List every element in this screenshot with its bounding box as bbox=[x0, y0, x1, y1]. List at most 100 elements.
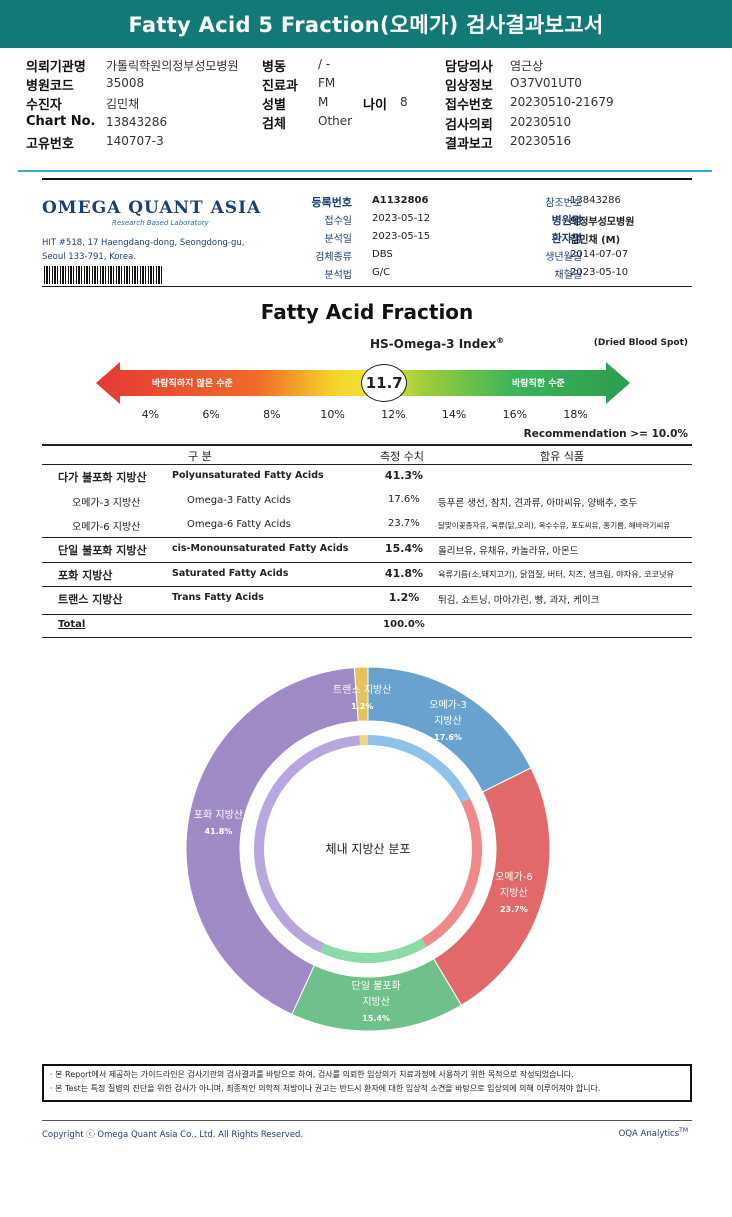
info-value-left-3: DBS bbox=[372, 249, 393, 260]
table-row-kr: 오메가-6 지방산 bbox=[72, 522, 141, 533]
outer-slice bbox=[353, 666, 369, 722]
scale-tick-label: 18% bbox=[563, 408, 588, 421]
label-test-request: 검사의뢰 bbox=[445, 118, 493, 133]
slice-label: 지방산 bbox=[500, 887, 528, 899]
slice-label: 오메가-3 bbox=[429, 699, 467, 711]
index-value-marker: 11.7 bbox=[361, 364, 408, 402]
slice-label: 포화 지방산 bbox=[194, 809, 243, 821]
fatty-acid-distribution-chart: 오메가-3 지방산 17.6% 오메가-6 지방산 23.7% 단일 불포화 지방산 15.4%… bbox=[178, 664, 558, 1034]
value-hospital-code: 35008 bbox=[106, 76, 145, 90]
label-department: 진료과 bbox=[262, 79, 298, 94]
table-row-food: 등푸른 생선, 참치, 견과류, 아마씨유, 양배추, 호두 bbox=[438, 498, 638, 509]
footer-rule bbox=[42, 1120, 692, 1121]
header-food: 함유 식품 bbox=[540, 450, 584, 463]
address-line1: HIT #518, 17 Haengdang-dong, Seongdong-g… bbox=[42, 238, 245, 248]
label-age: 나이 bbox=[363, 98, 387, 113]
table-row-en: Trans Fatty Acids bbox=[172, 592, 264, 603]
index-scale: 바람직하지 않은 수준 바람직한 수준 11.7 bbox=[96, 362, 630, 404]
info-label-right-4: 채혈일 bbox=[554, 270, 582, 281]
label-doctor: 담당의사 bbox=[445, 60, 493, 75]
lab-logo: OMEGA QUANT ASIA bbox=[42, 198, 262, 218]
info-value-right-1: 의정부성모병원 bbox=[570, 217, 635, 228]
table-row-en: Polyunsaturated Fatty Acids bbox=[172, 470, 324, 481]
scale-tick-label: 12% bbox=[381, 408, 406, 421]
label-unique-id: 고유번호 bbox=[26, 137, 74, 152]
table-row-kr: 다가 불포화 지방산 bbox=[58, 471, 147, 484]
label-requesting-org: 의뢰기관명 bbox=[26, 60, 86, 75]
recommendation: Recommendation >= 10.0% bbox=[523, 428, 688, 440]
value-receipt-no: 20230510-21679 bbox=[510, 95, 614, 109]
info-value-left-2: 2023-05-15 bbox=[372, 231, 431, 242]
label-clinical-info: 임상정보 bbox=[445, 79, 493, 94]
label-chart-no: Chart No. bbox=[26, 114, 96, 129]
disclaimer-line1: · 본 Report에서 제공하는 가이드라인은 검사기관의 검사결과를 바탕으… bbox=[50, 1070, 574, 1079]
info-value-left-0: A1132806 bbox=[372, 195, 429, 206]
info-label-right-2: 환자명 bbox=[551, 232, 582, 245]
value-doctor: 염근상 bbox=[510, 59, 544, 73]
bad-level-label: 바람직하지 않은 수준 bbox=[152, 379, 233, 389]
value-test-request: 20230510 bbox=[510, 115, 572, 129]
inner-ring-slice bbox=[368, 735, 471, 803]
table-row-kr: 단일 불포화 지방산 bbox=[58, 544, 147, 557]
table-bottom-rule bbox=[42, 637, 692, 638]
address-line2: Seoul 133-791, Korea. bbox=[42, 252, 136, 262]
table-row-value: 17.6% bbox=[388, 494, 420, 505]
total-value: 100.0% bbox=[383, 619, 425, 630]
footer-brand-text: OQA Analytics bbox=[618, 1128, 680, 1139]
outer-slice bbox=[432, 767, 551, 1006]
disclaimer-box: · 본 Report에서 제공하는 가이드라인은 검사기관의 검사결과를 바탕으… bbox=[42, 1064, 692, 1102]
outer-slice bbox=[185, 666, 359, 1015]
info-label-left-1: 접수일 bbox=[324, 216, 352, 227]
index-title-text: HS-Omega-3 Index bbox=[370, 337, 497, 351]
table-row-rule bbox=[42, 464, 692, 465]
patient-info: 의뢰기관명 가톨릭학원의정부성모병원 병동 / - 담당의사 염근상 병원코드 … bbox=[0, 54, 732, 152]
value-result-report: 20230516 bbox=[510, 134, 572, 148]
report-body: OMEGA QUANT ASIA Research Based Laborato… bbox=[42, 178, 692, 1140]
table-row-value: 41.8% bbox=[384, 567, 424, 580]
label-patient: 수진자 bbox=[26, 98, 62, 113]
info-label-right-0: 참조번호 bbox=[545, 198, 582, 209]
table-row-value: 15.4% bbox=[384, 542, 424, 555]
header-category: 구 분 bbox=[188, 450, 212, 463]
table-row-en: Saturated Fatty Acids bbox=[172, 568, 289, 579]
sample-type-note: (Dried Blood Spot) bbox=[593, 338, 688, 348]
slice-label: 오메가-6 bbox=[495, 871, 533, 883]
value-unique-id: 140707-3 bbox=[106, 134, 164, 148]
info-value-left-1: 2023-05-12 bbox=[372, 213, 431, 224]
info-label-right-3: 생년월일 bbox=[545, 252, 582, 263]
top-rule bbox=[42, 178, 692, 180]
header-measured: 측정 수치 bbox=[380, 450, 424, 463]
info-label-left-3: 검체종류 bbox=[315, 252, 352, 263]
index-reg: ® bbox=[496, 336, 505, 345]
label-result-report: 결과보고 bbox=[445, 137, 493, 152]
slice-label: 1.2% bbox=[351, 702, 373, 711]
scale-tick-label: 8% bbox=[263, 408, 281, 421]
table-row-kr: 트랜스 지방산 bbox=[58, 593, 123, 606]
value-specimen: Other bbox=[318, 114, 353, 128]
fraction-title: Fatty Acid Fraction bbox=[260, 300, 474, 324]
slice-label: 지방산 bbox=[362, 996, 390, 1008]
copyright: Copyright ⓒ Omega Quant Asia Co., Ltd. A… bbox=[42, 1130, 304, 1140]
slice-label: 트랜스 지방산 bbox=[333, 684, 391, 696]
info-value-left-4: G/C bbox=[372, 267, 391, 278]
table-row-food: 튀김, 쇼트닝, 마아가린, 빵, 과자, 케이크 bbox=[438, 595, 600, 606]
slice-label: 17.6% bbox=[434, 733, 462, 742]
slice-label: 지방산 bbox=[434, 715, 462, 727]
info-value-right-3: 2014-07-07 bbox=[570, 249, 629, 260]
value-ward: / - bbox=[318, 57, 331, 71]
divider bbox=[18, 170, 712, 172]
info-value-right-0: 13843286 bbox=[570, 195, 621, 206]
value-clinical-info: O37V01UT0 bbox=[510, 76, 582, 90]
value-department: FM bbox=[318, 76, 336, 90]
table-row-value: 41.3% bbox=[384, 469, 424, 482]
table-row-kr: 오메가-3 지방산 bbox=[72, 498, 141, 509]
slice-label: 23.7% bbox=[500, 905, 528, 914]
lab-address: HIT #518, 17 Haengdang-dong, Seongdong-g… bbox=[42, 236, 244, 264]
table-row-en: Omega-6 Fatty Acids bbox=[187, 519, 291, 530]
value-sex: M bbox=[318, 95, 329, 109]
label-ward: 병동 bbox=[262, 60, 286, 75]
table-total-rule bbox=[42, 614, 692, 615]
lab-logo-sub: Research Based Laboratory bbox=[112, 219, 209, 227]
table-row-en: cis-Monounsaturated Fatty Acids bbox=[172, 543, 349, 554]
info-label-left-0: 등록번호 bbox=[311, 196, 352, 209]
